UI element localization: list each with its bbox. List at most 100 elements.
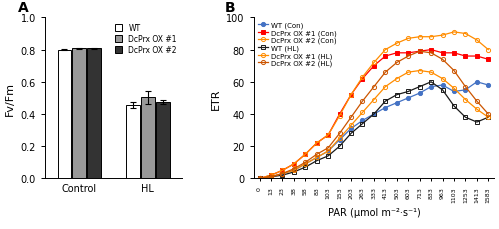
DcPrx OX #1 (HL) <box>382 86 388 89</box>
WT (Con) <box>291 169 297 172</box>
Line: DcPrx OX #1 (Con): DcPrx OX #1 (Con) <box>257 48 491 181</box>
WT (HL) <box>314 160 320 162</box>
DcPrx OX #2 (HL) <box>394 62 400 65</box>
WT (Con) <box>359 120 365 122</box>
DcPrx OX #2 (Con) <box>337 115 343 117</box>
DcPrx OX #2 (Con) <box>359 76 365 79</box>
DcPrx OX #2 (Con) <box>382 49 388 52</box>
DcPrx OX #1 (Con) <box>405 52 411 55</box>
DcPrx OX #1 (Con) <box>256 177 262 180</box>
DcPrx OX #2 (Con) <box>256 177 262 180</box>
DcPrx OX #2 (Con) <box>394 43 400 45</box>
X-axis label: PAR (μmol m⁻²·s⁻¹): PAR (μmol m⁻²·s⁻¹) <box>327 207 420 217</box>
DcPrx OX #2 (HL) <box>359 100 365 103</box>
Text: A: A <box>17 1 28 15</box>
DcPrx OX #2 (HL) <box>291 168 297 170</box>
WT (Con) <box>440 84 446 87</box>
WT (HL) <box>279 174 285 177</box>
WT (Con) <box>337 139 343 142</box>
WT (Con) <box>256 177 262 180</box>
WT (Con) <box>451 91 457 93</box>
WT (HL) <box>417 86 423 89</box>
DcPrx OX #1 (HL) <box>440 78 446 81</box>
Text: B: B <box>225 1 236 15</box>
WT (HL) <box>394 94 400 97</box>
WT (HL) <box>291 171 297 174</box>
WT (Con) <box>371 113 377 116</box>
DcPrx OX #2 (HL) <box>256 177 262 180</box>
DcPrx OX #1 (HL) <box>486 116 492 119</box>
Line: WT (Con): WT (Con) <box>257 80 491 181</box>
DcPrx OX #2 (Con) <box>486 49 492 52</box>
DcPrx OX #2 (HL) <box>451 70 457 73</box>
DcPrx OX #2 (HL) <box>463 86 469 89</box>
DcPrx OX #2 (HL) <box>474 100 480 103</box>
WT (HL) <box>451 105 457 108</box>
WT (Con) <box>394 102 400 105</box>
DcPrx OX #1 (Con) <box>417 51 423 53</box>
DcPrx OX #2 (Con) <box>463 33 469 36</box>
Line: DcPrx OX #2 (HL): DcPrx OX #2 (HL) <box>257 50 491 181</box>
DcPrx OX #1 (Con) <box>302 153 308 156</box>
DcPrx OX #2 (Con) <box>348 94 354 97</box>
Y-axis label: ETR: ETR <box>211 88 221 109</box>
WT (HL) <box>337 145 343 148</box>
WT (Con) <box>463 89 469 92</box>
Legend: WT (Con), DcPrx OX #1 (Con), DcPrx OX #2 (Con), WT (HL), DcPrx OX #1 (HL), DcPrx: WT (Con), DcPrx OX #1 (Con), DcPrx OX #2… <box>257 22 338 68</box>
DcPrx OX #1 (HL) <box>314 156 320 159</box>
DcPrx OX #2 (HL) <box>302 161 308 164</box>
DcPrx OX #1 (HL) <box>474 108 480 111</box>
DcPrx OX #2 (Con) <box>371 62 377 65</box>
DcPrx OX #2 (Con) <box>314 142 320 145</box>
WT (HL) <box>256 177 262 180</box>
DcPrx OX #1 (HL) <box>451 87 457 90</box>
DcPrx OX #1 (HL) <box>371 99 377 101</box>
DcPrx OX #1 (Con) <box>314 142 320 145</box>
WT (Con) <box>268 176 274 178</box>
WT (Con) <box>405 97 411 100</box>
DcPrx OX #1 (Con) <box>268 174 274 177</box>
WT (Con) <box>486 84 492 87</box>
WT (HL) <box>463 116 469 119</box>
WT (Con) <box>279 172 285 175</box>
WT (HL) <box>359 123 365 125</box>
DcPrx OX #1 (Con) <box>382 55 388 58</box>
Legend: WT, DcPrx OX #1, DcPrx OX #2: WT, DcPrx OX #1, DcPrx OX #2 <box>113 22 178 57</box>
WT (HL) <box>325 155 331 158</box>
DcPrx OX #2 (Con) <box>417 36 423 39</box>
DcPrx OX #2 (Con) <box>428 36 434 39</box>
DcPrx OX #2 (HL) <box>337 132 343 135</box>
DcPrx OX #2 (Con) <box>279 169 285 172</box>
DcPrx OX #1 (HL) <box>279 172 285 175</box>
DcPrx OX #1 (HL) <box>405 71 411 74</box>
DcPrx OX #2 (HL) <box>405 55 411 58</box>
DcPrx OX #2 (Con) <box>474 39 480 42</box>
DcPrx OX #2 (HL) <box>382 71 388 74</box>
DcPrx OX #1 (Con) <box>428 49 434 52</box>
WT (HL) <box>440 89 446 92</box>
WT (Con) <box>348 128 354 130</box>
DcPrx OX #1 (Con) <box>486 59 492 61</box>
DcPrx OX #1 (HL) <box>428 71 434 74</box>
WT (HL) <box>371 113 377 116</box>
WT (Con) <box>314 156 320 159</box>
DcPrx OX #1 (Con) <box>359 78 365 81</box>
DcPrx OX #1 (Con) <box>394 52 400 55</box>
DcPrx OX #2 (HL) <box>325 147 331 150</box>
DcPrx OX #1 (Con) <box>348 94 354 97</box>
DcPrx OX #1 (HL) <box>268 176 274 178</box>
DcPrx OX #2 (Con) <box>451 31 457 34</box>
WT (HL) <box>405 91 411 93</box>
DcPrx OX #1 (HL) <box>291 169 297 172</box>
DcPrx OX #1 (HL) <box>302 163 308 166</box>
DcPrx OX #1 (Con) <box>451 52 457 55</box>
WT (Con) <box>417 92 423 95</box>
DcPrx OX #2 (Con) <box>325 134 331 137</box>
DcPrx OX #2 (HL) <box>348 116 354 119</box>
Line: DcPrx OX #1 (HL): DcPrx OX #1 (HL) <box>257 69 491 181</box>
DcPrx OX #1 (Con) <box>463 55 469 58</box>
Y-axis label: Fv/Fm: Fv/Fm <box>5 82 15 115</box>
DcPrx OX #1 (Con) <box>279 169 285 172</box>
DcPrx OX #1 (Con) <box>291 163 297 166</box>
DcPrx OX #2 (HL) <box>314 153 320 156</box>
